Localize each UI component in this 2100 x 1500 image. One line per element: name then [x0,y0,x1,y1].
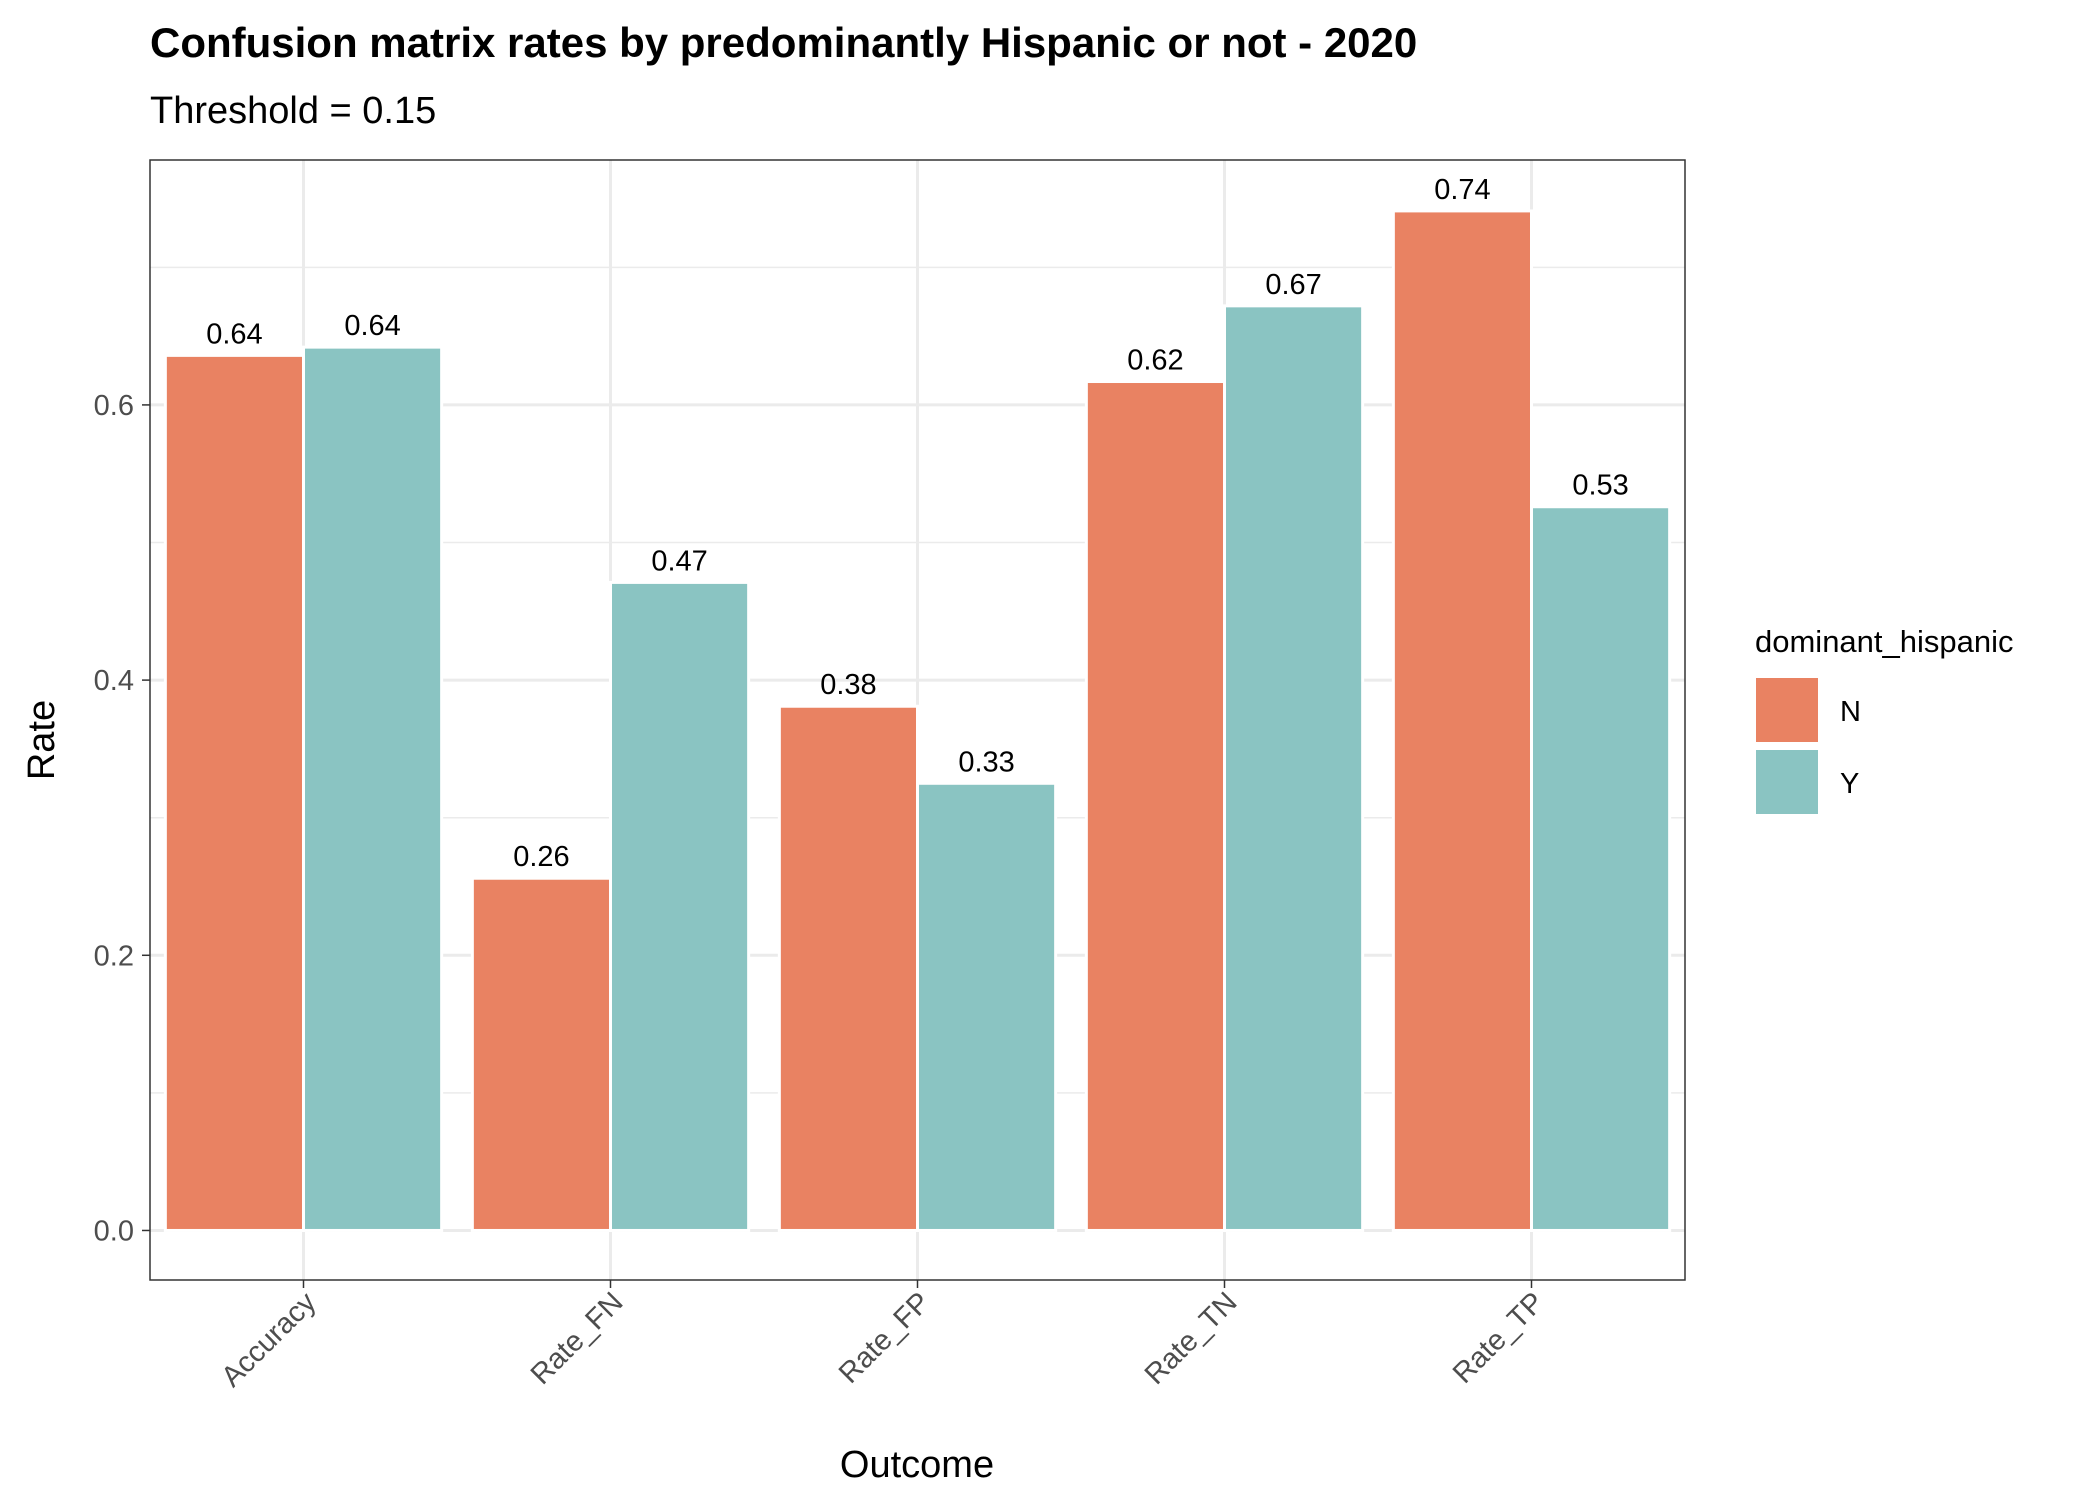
legend-key-N [1756,678,1818,742]
bar-Y-Accuracy [302,345,444,1232]
y-tick-label: 0.2 [94,940,134,972]
x-tick-label-Rate_TP: Rate_TP [1447,1286,1551,1390]
value-label-Y-Rate_FP: 0.33 [958,746,1014,778]
plot-area: 0.64 0.26 0.38 0.62 0.74 0.64 0.47 0.33 0.67 0.53… [94,159,1686,1393]
x-tick-label-Accuracy: Accuracy [215,1286,322,1393]
value-label-Y-Rate_FN: 0.47 [651,545,707,577]
bar-Y-Rate_FN [609,580,751,1232]
y-tick-label: 0.0 [94,1215,134,1247]
x-tick-label-Rate_TN: Rate_TN [1139,1286,1244,1391]
bar-Y-Rate_TN [1223,304,1365,1232]
bar-N-Rate_FN [470,876,612,1232]
y-tick-label: 0.6 [94,390,134,422]
bar-N-Rate_TP [1391,209,1533,1232]
bar-N-Rate_FP [777,704,919,1232]
chart-title: Confusion matrix rates by predominantly … [150,19,1417,66]
value-label-Y-Accuracy: 0.64 [344,310,400,342]
y-tick-label: 0.4 [94,665,134,697]
value-label-N-Rate_FP: 0.38 [820,669,876,701]
value-label-Y-Rate_TP: 0.53 [1572,470,1628,502]
legend-key-Y [1756,750,1818,814]
value-label-N-Rate_TN: 0.62 [1127,345,1183,377]
legend-title: dominant_hispanic [1755,624,2014,659]
chart-subtitle: Threshold = 0.15 [150,90,436,132]
value-label-N-Accuracy: 0.64 [206,318,262,350]
value-label-N-Rate_TP: 0.74 [1434,174,1490,206]
x-tick-label-Rate_FN: Rate_FN [525,1286,630,1391]
bar-Y-Rate_FP [916,781,1058,1232]
bar-Y-Rate_TP [1530,505,1672,1232]
legend-label-N: N [1840,696,1861,728]
value-label-N-Rate_FN: 0.26 [513,841,569,873]
x-axis-title: Outcome [840,1444,994,1486]
value-label-Y-Rate_TN: 0.67 [1265,269,1321,301]
y-axis-title: Rate [21,700,63,780]
bar-N-Accuracy [163,353,305,1232]
legend: dominant_hispanic N Y [1755,624,2014,814]
legend-label-Y: Y [1840,768,1859,800]
bar-N-Rate_TN [1084,380,1226,1232]
x-tick-label-Rate_FP: Rate_FP [833,1286,937,1390]
